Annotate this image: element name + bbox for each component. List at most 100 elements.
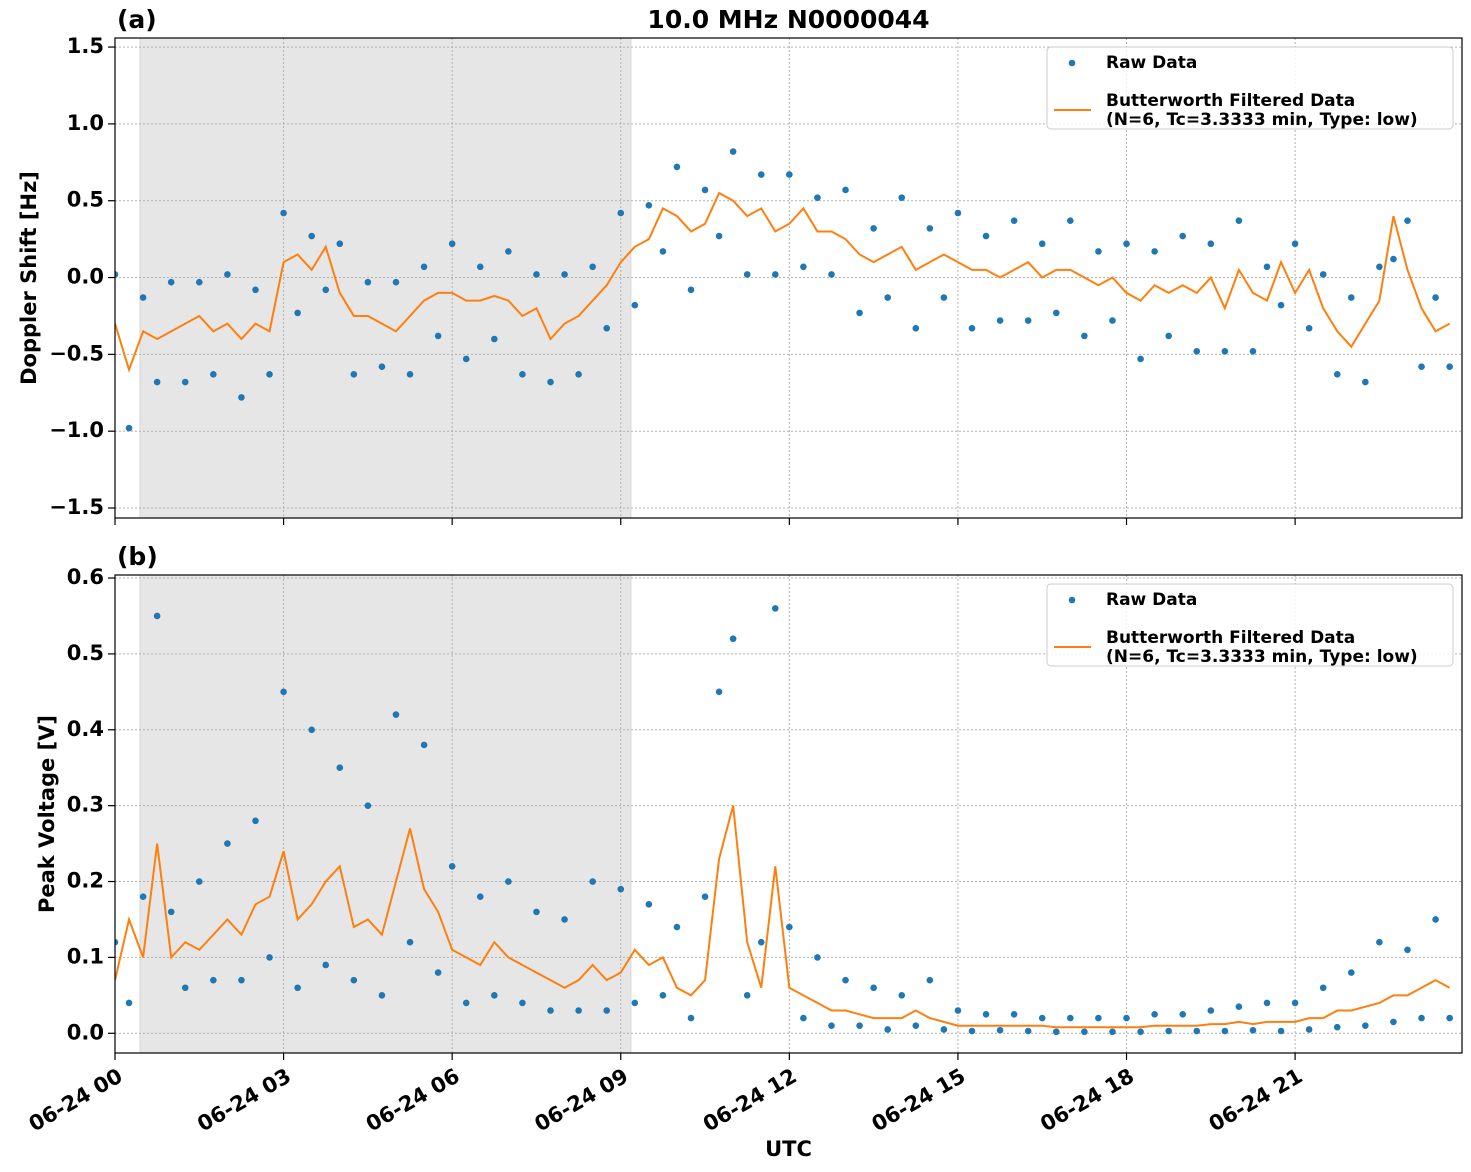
raw-point (139, 294, 147, 301)
x-tick-label: 06-24 00 (25, 1064, 127, 1137)
raw-point (870, 984, 877, 992)
data-layer (115, 148, 1453, 432)
raw-point (1277, 1027, 1285, 1035)
y-tick-label: 0.6 (67, 565, 104, 589)
panel-label: (a) (117, 5, 157, 34)
raw-point (308, 232, 315, 240)
raw-point (266, 371, 273, 378)
raw-point (1137, 1028, 1144, 1036)
raw-point (561, 271, 568, 278)
raw-point (1095, 1014, 1102, 1022)
raw-point (547, 378, 554, 386)
raw-point (1165, 1027, 1172, 1035)
raw-point (392, 711, 400, 718)
raw-point (364, 802, 372, 809)
raw-point (1305, 1026, 1313, 1033)
x-tick-label: 06-24 12 (699, 1064, 801, 1137)
raw-point (336, 764, 344, 772)
raw-point (757, 938, 765, 946)
raw-point (1390, 1018, 1397, 1026)
raw-point (224, 271, 231, 278)
raw-point (1235, 1003, 1243, 1011)
y-tick-label: 0.5 (67, 641, 104, 665)
raw-point (814, 194, 821, 201)
y-tick-label: 0.0 (67, 1020, 104, 1044)
raw-point (1418, 1014, 1425, 1022)
raw-point (1165, 332, 1172, 340)
raw-point (115, 938, 119, 946)
raw-point (1263, 999, 1271, 1007)
raw-point (1235, 217, 1243, 224)
raw-point (167, 908, 175, 916)
raw-point (476, 893, 484, 901)
raw-point (1432, 916, 1439, 923)
raw-point (1123, 240, 1130, 248)
raw-point (547, 1007, 554, 1014)
night-shade (139, 574, 632, 1054)
raw-point (715, 688, 723, 696)
raw-point (1432, 294, 1439, 301)
raw-point (771, 605, 779, 612)
panel: −1.5 −1.0 −0.5 0.0 0.5 1.0 1.5 (a) 10.0 MHz N000… (17, 5, 1463, 525)
panel: 0.0 0.1 0.2 0.3 0.4 0.5 0.6 06-24 00 06-24 03 06-… (25, 542, 1463, 1161)
raw-point (1123, 1014, 1130, 1022)
raw-point (1193, 1027, 1201, 1035)
raw-point (533, 271, 540, 278)
y-axis-label: Doppler Shift [Hz] (17, 171, 41, 385)
raw-point (617, 209, 625, 217)
raw-point (364, 278, 372, 286)
raw-point (673, 923, 681, 931)
raw-point (519, 999, 526, 1007)
x-tick-label: 06-24 15 (868, 1064, 970, 1137)
raw-point (448, 863, 456, 870)
raw-point (912, 324, 920, 332)
raw-point (210, 976, 217, 984)
raw-point (1333, 1023, 1341, 1031)
y-tick-label: 1.0 (67, 111, 104, 135)
raw-point (1305, 324, 1313, 332)
raw-point (294, 984, 301, 992)
raw-point (954, 209, 962, 217)
raw-point (153, 378, 161, 386)
raw-point (1362, 378, 1369, 386)
raw-point (139, 893, 147, 901)
raw-point (1052, 1028, 1060, 1036)
raw-point (842, 976, 849, 984)
raw-point (898, 992, 906, 999)
raw-point (1038, 240, 1046, 248)
raw-point (115, 271, 119, 278)
raw-point (940, 1026, 948, 1033)
raw-point (884, 294, 891, 301)
raw-point (350, 371, 358, 378)
raw-point (1151, 1011, 1158, 1018)
raw-point (926, 225, 934, 232)
y-tick-label: 0.3 (67, 793, 104, 817)
raw-point (420, 741, 428, 749)
raw-point (940, 294, 948, 301)
legend-label: Raw Data (1106, 53, 1197, 73)
raw-point (1109, 317, 1116, 324)
raw-point (828, 1022, 835, 1029)
raw-point (1333, 371, 1341, 378)
raw-point (1446, 363, 1453, 370)
y-tick-label: 0.0 (67, 265, 104, 289)
raw-point (491, 335, 498, 343)
raw-point (1010, 1011, 1018, 1018)
raw-point (996, 317, 1004, 324)
x-axis-label: UTC (765, 1137, 812, 1161)
panel-label: (b) (117, 542, 158, 571)
raw-point (800, 263, 807, 271)
raw-point (1221, 347, 1229, 355)
raw-point (631, 999, 639, 1007)
raw-point (701, 186, 709, 194)
raw-point (603, 324, 611, 332)
raw-point (125, 424, 133, 432)
data-layer (115, 605, 1453, 1036)
raw-point (238, 394, 245, 401)
raw-point (406, 938, 414, 946)
x-tick-label: 06-24 18 (1036, 1064, 1138, 1137)
raw-point (1347, 294, 1355, 301)
raw-point (757, 171, 765, 178)
legend-label: Raw Data (1106, 590, 1197, 610)
